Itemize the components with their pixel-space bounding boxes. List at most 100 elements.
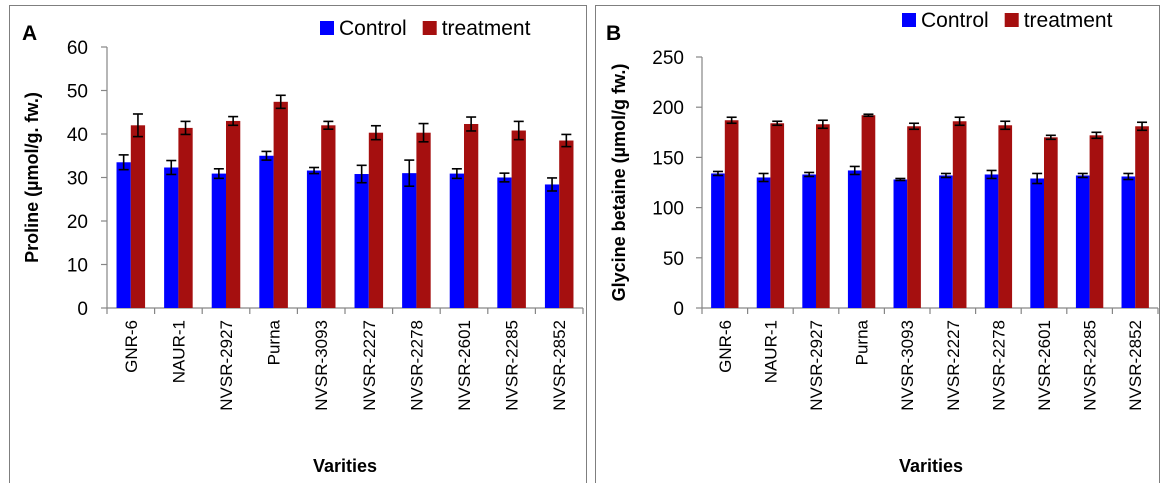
bar-control-nvsr-2278 bbox=[984, 174, 999, 308]
bar-treatment-nvsr-2601 bbox=[464, 123, 479, 309]
error-bar bbox=[804, 171, 815, 178]
bar-treatment-nvsr-3093 bbox=[321, 125, 336, 308]
x-tick-label: NAUR-1 bbox=[169, 320, 188, 383]
bar-treatment-purna bbox=[273, 101, 288, 308]
error-bar bbox=[499, 172, 510, 183]
error-bar bbox=[1000, 120, 1011, 131]
bar-control-nvsr-2285 bbox=[497, 177, 512, 308]
bar-treatment-gnr-6 bbox=[724, 120, 739, 308]
y-tick-label: 50 bbox=[67, 82, 88, 103]
error-bar bbox=[418, 122, 429, 143]
bar-treatment-nvsr-2601 bbox=[1044, 137, 1058, 308]
x-tick-label: NAUR-1 bbox=[761, 320, 780, 383]
error-bar bbox=[726, 116, 737, 125]
error-bar bbox=[758, 172, 769, 183]
x-tick-label: NVSR-3093 bbox=[312, 320, 331, 411]
error-bar bbox=[940, 172, 951, 179]
x-tick-label: NVSR-2227 bbox=[360, 320, 379, 411]
error-bar bbox=[863, 113, 874, 118]
y-tick-label: 60 bbox=[67, 38, 88, 59]
x-tick-label: NVSR-2285 bbox=[503, 320, 522, 411]
glycine-betaine-chart-panel: B 0 50 100 150 200 250 GNR-6 NAUR-1 NVSR-2927 Purn… bbox=[592, 0, 1160, 483]
glycine-betaine-chart: B 0 50 100 150 200 250 GNR-6 NAUR-1 NVSR-2927 Purn… bbox=[606, 9, 1159, 476]
y-tick-label: 10 bbox=[67, 256, 88, 277]
legend-label-control: Control bbox=[339, 17, 407, 40]
proline-chart: A 0 10 20 30 40 50 60 GNR-6 NAUR-1 NVSR-2927 Purna N… bbox=[22, 17, 584, 476]
panel-letter: A bbox=[22, 22, 37, 45]
bar-control-nvsr-3093 bbox=[893, 179, 908, 308]
bar-treatment-gnr-6 bbox=[130, 125, 146, 308]
error-bar bbox=[849, 165, 860, 176]
error-bar bbox=[309, 166, 320, 175]
x-tick-label: NVSR-2852 bbox=[1126, 320, 1145, 411]
y-tick-label: 0 bbox=[673, 299, 684, 320]
bar-treatment-nvsr-2278 bbox=[998, 125, 1013, 308]
bar-treatment-naur-1 bbox=[178, 127, 193, 308]
error-bar bbox=[817, 119, 828, 130]
x-tick-label: NVSR-2278 bbox=[407, 320, 426, 411]
bar-treatment-nvsr-2852 bbox=[559, 140, 574, 308]
error-bar bbox=[228, 115, 239, 127]
x-tick-label: GNR-6 bbox=[716, 320, 735, 373]
legend-label-treatment: treatment bbox=[442, 17, 531, 40]
error-bar bbox=[356, 164, 367, 184]
error-bar bbox=[118, 154, 129, 171]
error-bar bbox=[1032, 172, 1043, 185]
legend: Control treatment bbox=[902, 9, 1113, 32]
bar-treatment-naur-1 bbox=[770, 123, 785, 308]
legend-swatch-treatment bbox=[1004, 13, 1019, 27]
error-bar bbox=[132, 113, 143, 138]
bar-treatment-nvsr-3093 bbox=[907, 126, 921, 308]
panel-letter: B bbox=[606, 22, 621, 45]
bar-control-nvsr-2927 bbox=[211, 173, 226, 308]
error-bar bbox=[275, 94, 286, 110]
y-tick-label: 20 bbox=[67, 212, 88, 233]
error-bar bbox=[451, 168, 462, 180]
y-axis-title: Proline (µmol/g. fw.) bbox=[22, 92, 42, 263]
bar-control-nvsr-2927 bbox=[802, 174, 816, 308]
bar-control-nvsr-2285 bbox=[1075, 175, 1090, 308]
error-bar bbox=[772, 120, 783, 127]
y-tick-label: 30 bbox=[67, 169, 88, 190]
error-bar bbox=[323, 120, 334, 131]
error-bar bbox=[261, 150, 272, 161]
bar-treatment-nvsr-2278 bbox=[416, 132, 431, 308]
bar-control-gnr-6 bbox=[116, 162, 131, 308]
x-axis-title: Varities bbox=[313, 456, 377, 476]
bar-control-naur-1 bbox=[164, 167, 179, 308]
error-bar bbox=[1123, 172, 1134, 181]
y-tick-label: 200 bbox=[652, 98, 684, 119]
bar-control-nvsr-2601 bbox=[1030, 178, 1044, 308]
x-tick-label: NVSR-2927 bbox=[217, 320, 236, 411]
y-tick-label: 0 bbox=[77, 299, 88, 320]
x-tick-label: Purna bbox=[265, 319, 284, 365]
y-tick-label: 40 bbox=[67, 125, 88, 146]
x-tick-label: NVSR-2601 bbox=[455, 320, 474, 411]
bar-control-nvsr-2852 bbox=[544, 184, 560, 308]
bar-control-nvsr-2601 bbox=[449, 173, 464, 308]
bar-treatment-nvsr-2227 bbox=[368, 132, 384, 308]
error-bar bbox=[986, 169, 997, 180]
x-axis-title: Varities bbox=[899, 456, 963, 476]
bar-treatment-nvsr-2285 bbox=[1089, 135, 1104, 308]
error-bar bbox=[561, 133, 572, 148]
bar-control-nvsr-2852 bbox=[1121, 176, 1136, 308]
error-bar bbox=[370, 124, 381, 141]
legend-label-treatment: treatment bbox=[1024, 9, 1113, 32]
x-tick-label: NVSR-2927 bbox=[807, 320, 826, 411]
error-bar bbox=[404, 159, 415, 187]
y-axis-title: Glycine betaine (µmol/g fw.) bbox=[609, 64, 629, 302]
error-bar bbox=[1137, 121, 1148, 132]
y-tick-label: 250 bbox=[652, 48, 684, 69]
bar-treatment-nvsr-2852 bbox=[1135, 126, 1149, 308]
proline-chart-panel: A 0 10 20 30 40 50 60 GNR-6 NAUR-1 NVSR-2927 Purna N… bbox=[9, 5, 587, 483]
error-bar bbox=[712, 170, 723, 177]
x-tick-label: GNR-6 bbox=[122, 320, 141, 373]
error-bar bbox=[213, 168, 224, 180]
error-bar bbox=[166, 159, 177, 176]
bar-control-nvsr-2278 bbox=[402, 173, 417, 308]
bar-treatment-purna bbox=[861, 115, 876, 309]
error-bar bbox=[180, 120, 191, 136]
error-bar bbox=[1045, 134, 1056, 141]
bar-control-naur-1 bbox=[756, 177, 771, 308]
